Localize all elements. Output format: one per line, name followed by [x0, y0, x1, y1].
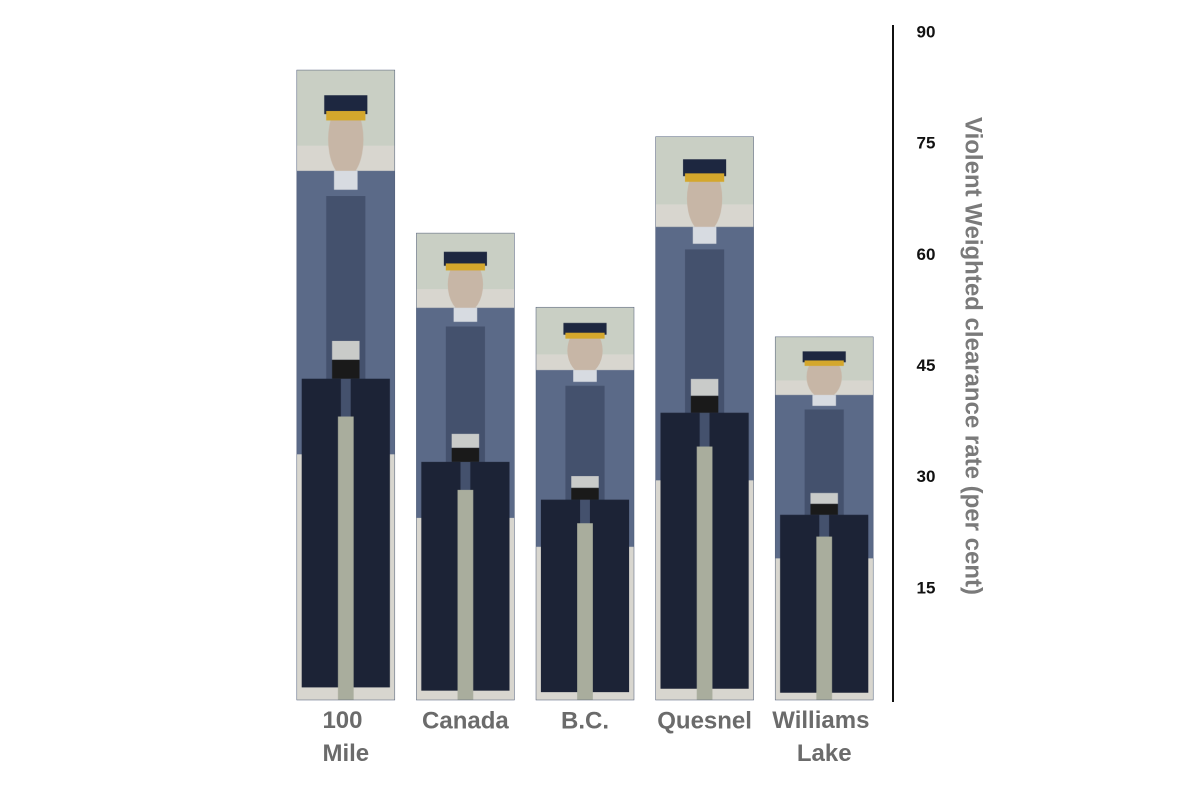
- bar: [774, 336, 874, 701]
- bar: [535, 306, 635, 701]
- x-tick-label: B.C.: [561, 707, 609, 734]
- y-tick-label: 15: [917, 578, 936, 597]
- x-tick-label: Quesnel: [657, 707, 752, 734]
- bar: [416, 232, 515, 701]
- x-tick-label: Canada: [422, 707, 509, 734]
- bar: [296, 69, 396, 701]
- y-tick-label: 30: [917, 467, 936, 486]
- y-tick-label: 90: [917, 22, 936, 41]
- x-tick-label: Williams Lake: [772, 707, 876, 767]
- y-tick-label: 75: [917, 134, 936, 153]
- y-tick-label: 60: [917, 245, 936, 264]
- y-axis-label: Violent Weighted clearance rate (per cen…: [960, 117, 987, 595]
- y-tick-label: 45: [917, 356, 936, 375]
- x-tick-label: 100 Mile: [322, 707, 369, 767]
- bar: [655, 136, 754, 701]
